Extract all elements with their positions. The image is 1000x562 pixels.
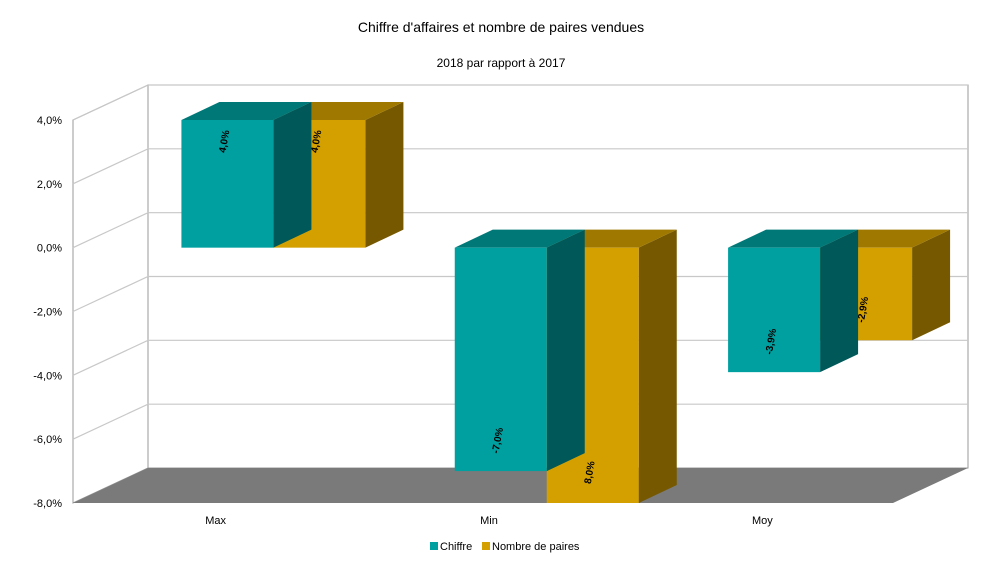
bar-top — [728, 229, 859, 248]
category-label: Max — [205, 515, 226, 527]
x-axis-categories: Max Min Moy — [205, 515, 773, 527]
bar-top — [181, 102, 312, 120]
category-label: Moy — [752, 515, 773, 527]
gridline — [72, 275, 968, 313]
category-label: Min — [480, 515, 498, 527]
gridline — [72, 212, 968, 249]
legend: Chiffre Nombre de paires — [430, 541, 580, 553]
bar-moy-chiffre: -3,9% — [728, 229, 859, 373]
y-tick-label: -4,0% — [33, 370, 62, 382]
y-tick-label: -2,0% — [33, 307, 62, 319]
bar-max-chiffre: 4,0% — [181, 102, 312, 248]
legend-swatch — [430, 542, 438, 550]
data-label: 4,0% — [218, 129, 233, 153]
bar-side — [546, 229, 585, 472]
bar-side — [273, 102, 312, 248]
gridline — [72, 403, 968, 440]
y-tick-label: 2,0% — [37, 179, 62, 191]
bars: 4,0% 4,0% 8,0% -7,0% -2,9% -3,9% — [181, 102, 951, 503]
gridline — [72, 339, 968, 376]
chart-floor — [73, 468, 968, 503]
chart-title: Chiffre d'affaires et nombre de paires v… — [358, 19, 644, 35]
y-axis-ticks: 4,0% 2,0% 0,0% -2,0% -4,0% -6,0% -8,0% — [33, 115, 62, 510]
bar-side — [365, 102, 404, 248]
data-label: 4,0% — [310, 129, 325, 153]
gridline — [72, 148, 968, 185]
data-label: -3,9% — [764, 328, 779, 356]
chart-subtitle: 2018 par rapport à 2017 — [437, 56, 566, 70]
bar-front — [728, 247, 821, 373]
y-tick-label: -6,0% — [33, 434, 62, 446]
bar-front — [454, 247, 547, 472]
gridline — [72, 84, 968, 121]
bar-side — [820, 229, 859, 373]
legend-label: Chiffre — [440, 541, 472, 553]
legend-label: Nombre de paires — [492, 541, 580, 553]
data-label: 8,0% — [583, 460, 598, 484]
data-label: -7,0% — [491, 427, 506, 455]
bar-front — [181, 120, 274, 248]
y-tick-label: 4,0% — [37, 115, 62, 127]
bar-min-chiffre: -7,0% — [454, 229, 585, 472]
bar-top — [454, 229, 585, 248]
y-tick-label: -8,0% — [33, 498, 62, 510]
bar-side — [912, 229, 951, 341]
data-label: -2,9% — [856, 296, 871, 324]
y-tick-label: 0,0% — [37, 243, 62, 255]
legend-swatch — [482, 542, 490, 550]
bar-side — [638, 229, 677, 503]
